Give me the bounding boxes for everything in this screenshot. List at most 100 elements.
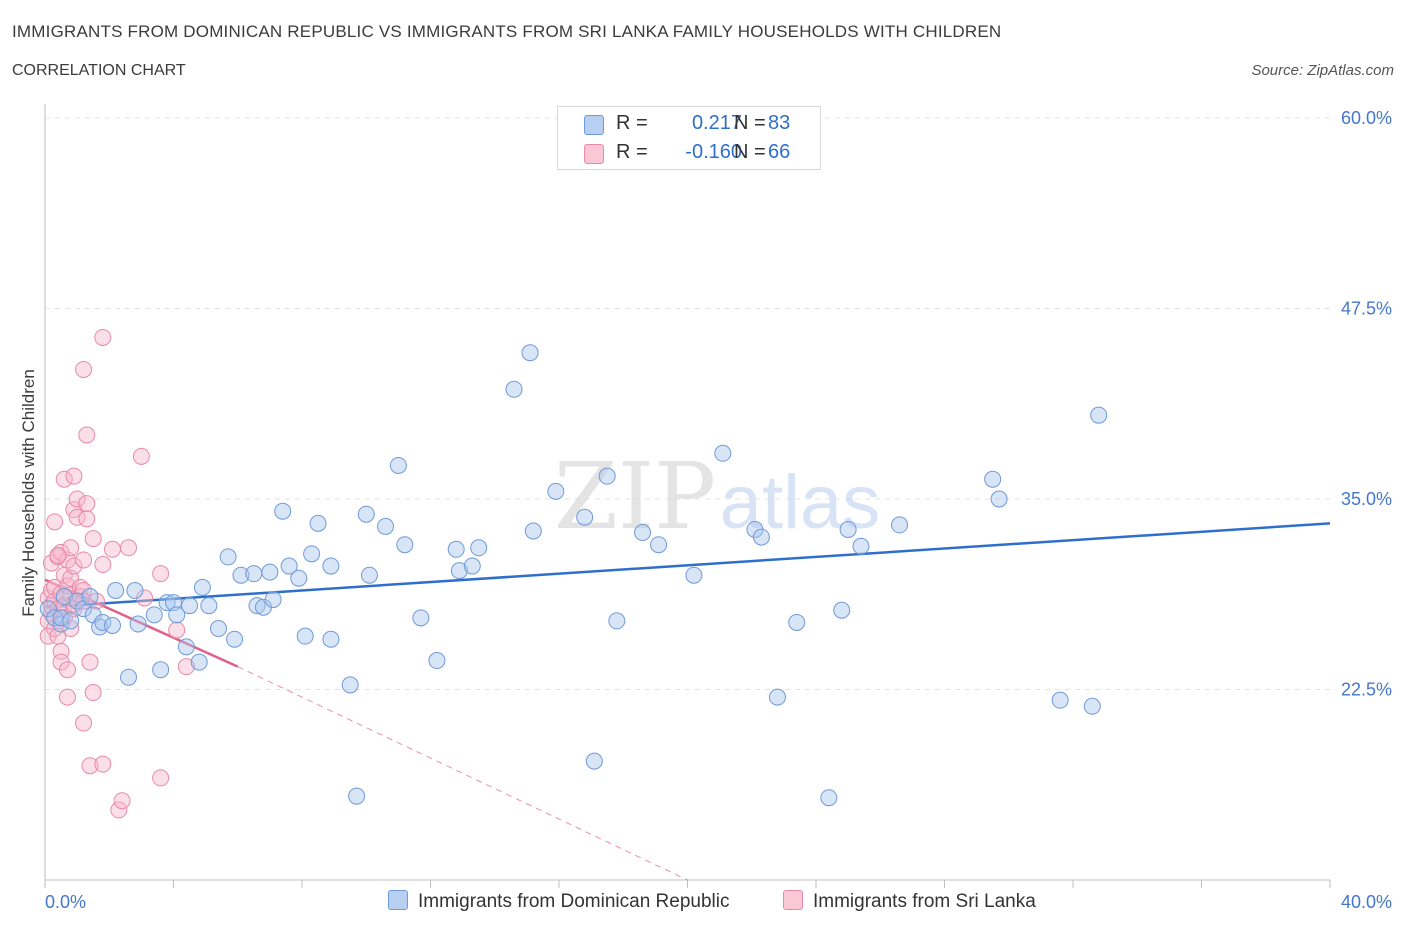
data-point-dominican-republic (39, 600, 57, 618)
data-point-dominican-republic (450, 562, 468, 580)
data-point-dominican-republic (521, 344, 539, 362)
data-point-sri-lanka (78, 426, 96, 444)
data-point-dominican-republic (55, 588, 73, 606)
data-point-dominican-republic (1083, 697, 1101, 715)
data-point-dominican-republic (261, 563, 279, 581)
data-point-sri-lanka (65, 557, 83, 575)
chart-subtitle: CORRELATION CHART (12, 62, 186, 79)
data-point-dominican-republic (103, 616, 121, 634)
y-axis-label: Family Households with Children (19, 369, 38, 617)
data-point-dominican-republic (1051, 691, 1069, 709)
data-point-sri-lanka (103, 540, 121, 558)
data-point-dominican-republic (833, 601, 851, 619)
data-point-dominican-republic (91, 618, 109, 636)
data-point-dominican-republic (608, 612, 626, 630)
data-point-dominican-republic (200, 597, 218, 615)
data-point-dominican-republic (158, 594, 176, 612)
data-point-sri-lanka (49, 546, 67, 564)
data-point-sri-lanka (94, 556, 112, 574)
data-point-dominican-republic (81, 588, 99, 606)
data-point-dominican-republic (248, 597, 266, 615)
data-point-dominican-republic (94, 613, 112, 631)
y-tick-label: 60.0% (1341, 108, 1392, 128)
legend-r-label: R = (616, 141, 648, 163)
data-point-dominican-republic (470, 539, 488, 557)
legend-n-value: 66 (768, 141, 791, 163)
data-point-sri-lanka (168, 621, 186, 639)
data-point-dominican-republic (714, 444, 732, 462)
data-point-dominican-republic (245, 565, 263, 583)
data-point-sri-lanka (68, 490, 86, 508)
data-point-dominican-republic (107, 581, 125, 599)
data-point-sri-lanka (84, 530, 102, 548)
data-point-dominican-republic (650, 536, 668, 554)
trendline-dominican-republic (44, 522, 1331, 609)
data-point-dominican-republic (309, 514, 327, 532)
data-point-dominican-republic (341, 676, 359, 694)
data-point-dominican-republic (168, 606, 186, 624)
data-point-dominican-republic (357, 505, 375, 523)
data-point-dominican-republic (839, 520, 857, 538)
data-point-sri-lanka (46, 513, 64, 531)
data-point-dominican-republic (152, 661, 170, 679)
y-tick-label: 35.0% (1341, 489, 1392, 509)
data-point-dominican-republic (264, 591, 282, 609)
data-point-sri-lanka (55, 470, 73, 488)
data-point-dominican-republic (428, 652, 446, 670)
data-point-dominican-republic (1090, 406, 1108, 424)
data-point-dominican-republic (752, 528, 770, 546)
x-tick-label: 40.0% (1341, 892, 1392, 912)
data-point-dominican-republic (46, 609, 64, 627)
data-point-dominican-republic (181, 597, 199, 615)
data-point-sri-lanka (58, 661, 76, 679)
data-point-dominican-republic (126, 581, 144, 599)
data-point-dominican-republic (232, 566, 250, 584)
data-point-dominican-republic (547, 482, 565, 500)
legend-n-value: 83 (768, 112, 791, 134)
trendline-sri-lanka (237, 666, 688, 881)
data-point-dominican-republic (820, 789, 838, 807)
data-point-sri-lanka (65, 467, 83, 485)
data-point-dominican-republic (219, 548, 237, 566)
data-point-dominican-republic (685, 566, 703, 584)
data-point-dominican-republic (634, 524, 652, 542)
data-point-sri-lanka (81, 653, 99, 671)
data-point-sri-lanka (84, 684, 102, 702)
data-point-dominican-republic (52, 609, 70, 627)
data-point-dominican-republic (280, 557, 298, 575)
bottom-legend-label: Immigrants from Dominican Republic (418, 891, 730, 912)
bottom-legend-swatch-blue (388, 890, 408, 910)
legend-r-value: 0.217 (691, 112, 742, 134)
data-point-dominican-republic (788, 613, 806, 631)
data-point-sri-lanka (75, 360, 93, 378)
data-point-sri-lanka (152, 769, 170, 787)
data-point-dominican-republic (396, 536, 414, 554)
legend-swatch-blue (584, 115, 604, 135)
data-point-dominican-republic (190, 653, 208, 671)
data-point-dominican-republic (377, 517, 395, 535)
stats-legend: R = 0.217 N = 83 R = -0.160 N = 66 (557, 106, 821, 170)
sri-lanka-points (39, 328, 195, 819)
data-point-dominican-republic (274, 502, 292, 520)
data-point-dominican-republic (389, 456, 407, 474)
data-point-dominican-republic (129, 615, 147, 633)
data-point-dominican-republic (524, 522, 542, 540)
data-point-dominican-republic (585, 752, 603, 770)
data-point-sri-lanka (177, 658, 195, 676)
legend-n-label: N = (734, 141, 766, 163)
data-point-dominican-republic (891, 516, 909, 534)
data-point-sri-lanka (94, 328, 112, 346)
data-point-sri-lanka (78, 510, 96, 528)
data-point-dominican-republic (145, 606, 163, 624)
watermark-atlas: atlas (720, 460, 881, 545)
data-point-dominican-republic (412, 609, 430, 627)
chart-title: IMMIGRANTS FROM DOMINICAN REPUBLIC VS IM… (12, 22, 1002, 41)
data-point-dominican-republic (447, 540, 465, 558)
bottom-legend-dominican: Immigrants from Dominican Republic (388, 890, 730, 913)
data-point-dominican-republic (296, 627, 314, 645)
data-point-sri-lanka (58, 688, 76, 706)
data-point-dominican-republic (505, 380, 523, 398)
data-point-sri-lanka (75, 551, 93, 569)
legend-n-label: N = (734, 112, 766, 134)
legend-r-label: R = (616, 112, 648, 134)
